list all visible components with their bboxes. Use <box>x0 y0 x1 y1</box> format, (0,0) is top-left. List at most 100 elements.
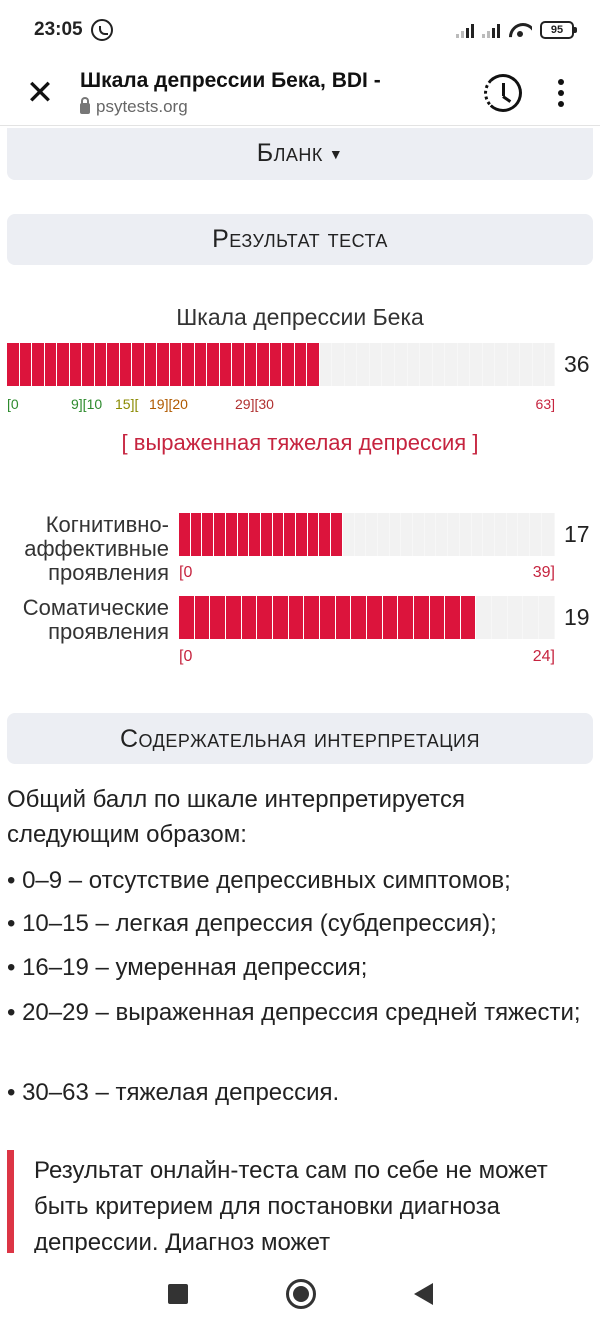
bar-segment-filled <box>107 343 120 386</box>
disclaimer-callout: Результат онлайн-теста сам по себе не мо… <box>7 1150 593 1253</box>
status-time: 23:05 <box>34 19 83 40</box>
result-verdict: [ выраженная тяжелая депрессия ] <box>121 430 479 455</box>
bar-segment-empty <box>377 513 390 556</box>
bar-segment-empty <box>457 343 471 386</box>
bar-segment-empty <box>407 343 421 386</box>
bar-segment-empty <box>530 513 542 556</box>
bar-segment-filled <box>225 596 242 639</box>
signal-icon <box>456 22 474 38</box>
bar-segment-filled <box>132 343 145 386</box>
bar-segment-filled <box>169 343 183 386</box>
bar-segment-filled <box>296 513 308 556</box>
interpretation-item: • 10–15 – легкая депрессия (субдепрессия… <box>7 910 497 937</box>
more-vert-icon[interactable] <box>558 78 566 107</box>
signal-icon-2 <box>482 22 500 38</box>
home-icon[interactable] <box>285 1279 316 1309</box>
subscale-somatic-label: Соматические проявления <box>0 596 169 644</box>
battery-icon: 95 <box>540 21 577 39</box>
bar-segment-filled <box>244 343 258 386</box>
main-scale-ticks: [0 9][10 15][ 19][20 29][30 63] <box>7 396 555 414</box>
bar-segment-filled <box>219 343 233 386</box>
bar-segment-empty <box>413 513 425 556</box>
interpretation-item: • 30–63 – тяжелая депрессия. <box>7 1079 340 1106</box>
subscale-cognitive-label: Когнитивно- аффективные проявления <box>0 513 169 585</box>
bar-segment-filled <box>429 596 446 639</box>
bar-segment-filled <box>257 343 270 386</box>
bar-segment-filled <box>119 343 133 386</box>
bar-segment-filled <box>260 513 273 556</box>
bar-segment-empty <box>541 513 555 556</box>
bar-segment-empty <box>354 513 367 556</box>
bar-segment-filled <box>32 343 45 386</box>
bar-segment-filled <box>157 343 170 386</box>
bar-segment-filled <box>44 343 58 386</box>
tick-label: 15][ <box>115 396 139 412</box>
main-scale-bar <box>7 343 555 386</box>
url-text: psytests.org <box>96 96 188 116</box>
bar-segment-empty <box>369 343 383 386</box>
close-icon[interactable]: ✕ <box>25 72 55 113</box>
bar-segment-filled <box>307 513 320 556</box>
bar-segment-empty <box>459 513 472 556</box>
bar-segment-filled <box>413 596 430 639</box>
bar-segment-filled <box>94 343 108 386</box>
bar-segment-empty <box>332 343 345 386</box>
bar-segment-filled <box>351 596 367 639</box>
bar-segment-empty <box>545 343 555 386</box>
bar-segment-empty <box>470 343 483 386</box>
bar-segment-empty <box>507 596 524 639</box>
bar-segment-empty <box>436 513 449 556</box>
bar-segment-empty <box>366 513 378 556</box>
bar-segment-empty <box>401 513 414 556</box>
tick-label: 19][20 <box>149 396 188 412</box>
subscale-cognitive-bar <box>179 513 555 556</box>
bar-segment-filled <box>272 513 285 556</box>
bar-segment-filled <box>7 343 20 386</box>
bar-segment-filled <box>202 513 215 556</box>
bar-segment-empty <box>357 343 370 386</box>
back-icon[interactable] <box>413 1283 433 1305</box>
page-url: psytests.org <box>80 96 484 117</box>
page-meta[interactable]: Шкала депрессии Бека, BDI - psytests.org <box>80 69 484 117</box>
caret-down-icon: ▼ <box>328 146 344 163</box>
bar-segment-filled <box>460 596 477 639</box>
bar-segment-empty <box>382 343 395 386</box>
bar-segment-empty <box>494 513 507 556</box>
status-icons: 95 <box>456 21 577 39</box>
bar-segment-filled <box>304 596 320 639</box>
history-icon[interactable] <box>484 73 522 112</box>
bar-segment-empty <box>394 343 408 386</box>
bar-segment-empty <box>532 343 546 386</box>
blank-section-toggle[interactable]: Бланк ▼ <box>7 128 593 180</box>
main-scale-score: 36 <box>564 351 590 377</box>
bar-segment-empty <box>495 343 508 386</box>
bar-segment-empty <box>319 343 333 386</box>
bar-segment-filled <box>366 596 383 639</box>
blank-label: Бланк <box>256 139 323 167</box>
subscale-somatic-score: 19 <box>564 604 590 630</box>
bar-segment-empty <box>506 513 519 556</box>
interpretation-item: • 0–9 – отсутствие депрессивных симптомо… <box>7 867 511 894</box>
recent-apps-icon[interactable] <box>167 1284 188 1304</box>
bar-segment-empty <box>539 596 555 639</box>
page-title: Шкала депрессии Бека, BDI - <box>80 68 381 92</box>
navigation-bar <box>0 1256 600 1332</box>
bar-segment-filled <box>331 513 343 556</box>
bar-segment-filled <box>182 343 195 386</box>
tick-label: 9][10 <box>71 396 103 412</box>
interpretation-intro: Общий балл по шкале интерпретируется сле… <box>7 786 465 848</box>
bar-segment-empty <box>483 513 495 556</box>
tick-label: 39] <box>532 564 555 581</box>
bar-segment-empty <box>389 513 402 556</box>
bar-segment-filled <box>307 343 320 386</box>
subscale-label-line: Когнитивно- <box>45 512 169 537</box>
bar-segment-filled <box>398 596 414 639</box>
tick-label: [0 <box>179 648 193 665</box>
bar-segment-empty <box>476 596 493 639</box>
bar-segment-empty <box>507 343 521 386</box>
bar-segment-filled <box>284 513 297 556</box>
subscale-label-line: проявления <box>48 560 169 585</box>
bar-segment-filled <box>288 596 305 639</box>
bar-segment-empty <box>492 596 508 639</box>
bar-segment-empty <box>518 513 531 556</box>
